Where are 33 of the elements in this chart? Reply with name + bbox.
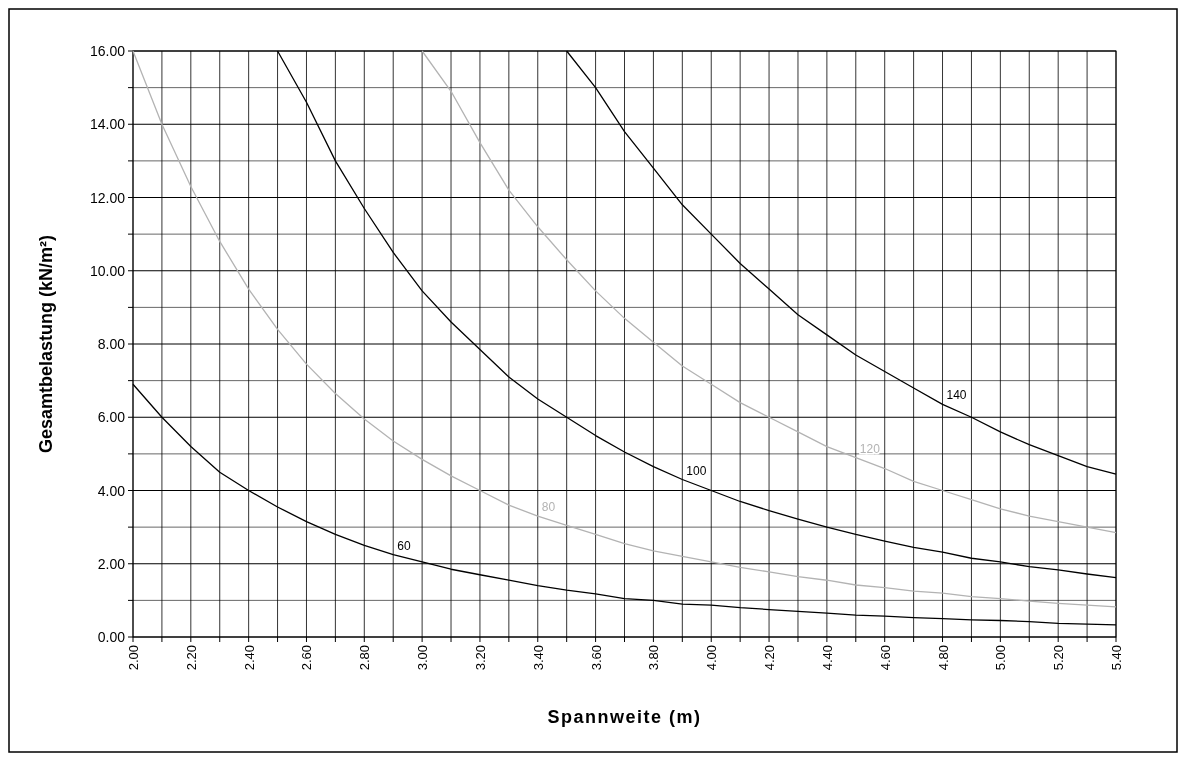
x-tick-label: 2.60 [299,645,315,671]
x-tick-label: 2.80 [357,645,373,671]
x-tick-label: 3.40 [530,645,546,671]
y-tick-label: 4.00 [97,482,126,499]
x-tick-label: 3.60 [588,645,604,671]
series-label: 140 [946,388,967,403]
x-tick-label: 5.40 [1109,645,1124,671]
y-tick-label: 0.00 [97,629,126,645]
x-tick-label: 2.20 [183,645,199,671]
x-tick-label: 4.40 [819,645,835,671]
series-label: 60 [397,538,411,553]
series-label: 120 [859,441,881,456]
x-tick-label: 4.00 [704,645,720,671]
x-tick-label: 3.00 [415,645,431,671]
y-tick-label: 14.00 [89,116,126,133]
x-tick-label: 3.80 [646,645,662,671]
x-tick-label: 3.20 [472,645,488,671]
y-axis-title: Gesamtbelastung (kN/m²) [36,234,56,454]
y-tick-label: 10.00 [89,262,126,279]
x-tick-label: 5.00 [993,645,1009,671]
x-tick-label: 4.20 [762,645,778,671]
y-tick-label: 2.00 [97,555,126,572]
x-tick-label: 5.20 [1051,645,1067,671]
y-tick-label: 12.00 [89,189,126,206]
x-tick-label: 4.80 [935,645,951,671]
y-tick-label: 16.00 [89,43,126,59]
x-tick-label: 2.40 [241,645,257,671]
x-tick-label: 4.60 [877,645,893,671]
y-tick-label: 8.00 [97,336,126,352]
series-label: 80 [541,500,556,515]
y-tick-label: 6.00 [97,409,126,426]
series-label: 100 [686,463,707,478]
x-axis-title: Spannweite (m) [547,707,702,727]
